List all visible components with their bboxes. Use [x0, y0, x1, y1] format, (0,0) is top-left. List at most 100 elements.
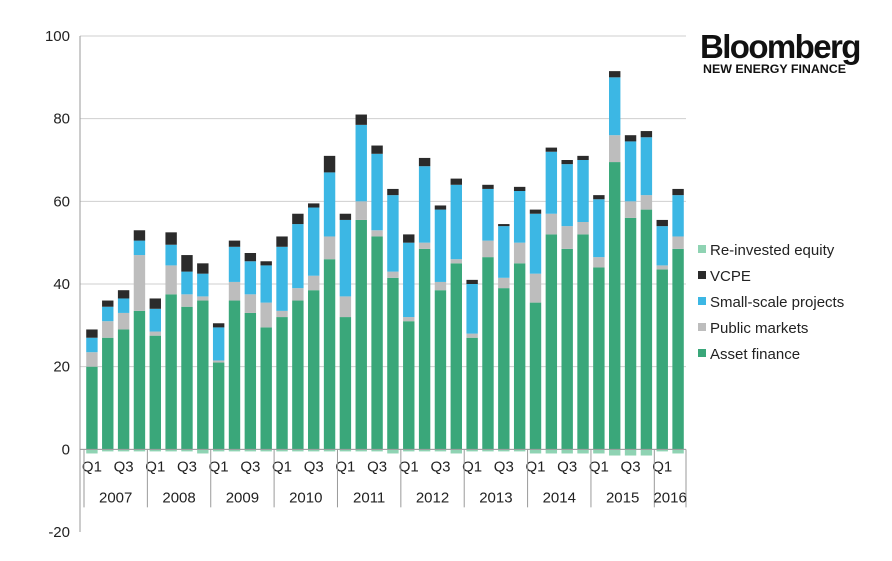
bar-segment — [561, 449, 573, 454]
bar-segment — [624, 217, 637, 450]
bar-segment — [86, 449, 98, 454]
bar-segment — [308, 275, 320, 291]
bar-segment — [117, 298, 130, 313]
bar-segment — [197, 300, 209, 450]
bar-segment — [102, 337, 114, 450]
bar-segment — [292, 224, 304, 289]
bar-segment — [165, 294, 177, 450]
bar-segment — [545, 449, 558, 454]
bar-segment — [86, 329, 98, 338]
x-quarter-label: Q3 — [177, 458, 197, 475]
bar-segment — [577, 234, 589, 450]
y-tick-label: 40 — [53, 276, 70, 293]
bar-segment — [513, 449, 526, 452]
bar-segment — [450, 184, 462, 260]
bar-segment — [181, 271, 193, 295]
y-tick-label: 80 — [53, 111, 70, 128]
bar-segment — [513, 263, 526, 450]
bar-segment — [355, 449, 367, 452]
bar-segment — [260, 261, 272, 266]
bar-segment — [371, 145, 383, 154]
bar-segment — [513, 191, 526, 243]
bar-segment — [228, 281, 241, 301]
bar-segment — [466, 284, 478, 334]
bar-segment — [656, 226, 668, 266]
bar-segment — [545, 151, 558, 214]
bar-segment — [165, 449, 177, 452]
bar-segment — [529, 209, 542, 214]
bar-segment — [640, 137, 653, 196]
legend-swatch — [698, 323, 706, 331]
bar-segment — [149, 331, 161, 336]
bar-segment — [181, 449, 193, 452]
bar-segment — [403, 449, 415, 452]
bar-segment — [387, 449, 399, 454]
bar-segment — [403, 321, 415, 450]
bar-segment — [672, 449, 684, 454]
bar-segment — [609, 77, 621, 136]
bar-segment — [434, 290, 447, 450]
bar-segment — [640, 131, 653, 138]
bar-segment — [450, 449, 462, 454]
bar-segment — [482, 188, 494, 241]
bar-segment — [482, 240, 494, 258]
bar-segment — [276, 310, 288, 318]
x-year-label: 2009 — [226, 489, 259, 506]
bar-segment — [593, 195, 605, 200]
bar-segment — [529, 213, 542, 274]
bar-segment — [545, 147, 558, 152]
bar-segment — [339, 317, 352, 450]
x-year-label: 2011 — [353, 489, 385, 506]
x-quarter-label: Q1 — [525, 458, 545, 475]
bar-segment — [466, 333, 478, 338]
bar-segment — [624, 449, 637, 456]
bar-segment — [228, 246, 241, 282]
x-quarter-label: Q3 — [621, 458, 641, 475]
x-year-label: 2015 — [606, 489, 639, 506]
bar-segment — [656, 269, 668, 450]
bar-segment — [513, 242, 526, 264]
x-quarter-label: Q1 — [335, 458, 355, 475]
bar-segment — [212, 323, 225, 328]
bar-segment — [165, 244, 177, 266]
bar-segment — [323, 172, 336, 237]
bar-segment — [418, 242, 431, 249]
bar-segment — [228, 240, 241, 247]
logo-subtitle: NEW ENERGY FINANCE — [703, 62, 846, 76]
bar-segment — [529, 273, 542, 303]
bar-segment — [181, 306, 193, 450]
bar-segment — [640, 195, 653, 210]
bar-segment — [387, 277, 399, 450]
bar-segment — [292, 288, 304, 301]
x-quarter-label: Q1 — [652, 458, 672, 475]
bar-segment — [482, 257, 494, 450]
bar-segment — [323, 155, 336, 173]
bar-segment — [577, 155, 589, 160]
x-year-label: 2016 — [653, 489, 686, 506]
bar-segment — [133, 240, 146, 256]
bar-segment — [260, 265, 272, 303]
bar-segment — [466, 337, 478, 450]
bar-segment — [323, 236, 336, 260]
bar-segment — [577, 449, 589, 454]
bar-segment — [434, 449, 447, 452]
bar-segment — [181, 255, 193, 272]
bar-segment — [656, 265, 668, 270]
legend-label: VCPE — [710, 268, 751, 285]
bar-segment — [593, 267, 605, 450]
bar-segment — [624, 141, 637, 202]
bar-segment — [418, 157, 431, 167]
bar-segment — [450, 178, 462, 185]
bar-segment — [133, 310, 146, 450]
x-quarter-label: Q3 — [304, 458, 324, 475]
x-year-label: 2008 — [162, 489, 195, 506]
bar-segment — [656, 449, 668, 452]
bar-segment — [276, 236, 288, 247]
bar-segment — [545, 234, 558, 450]
bar-segment — [212, 362, 225, 450]
logo-wordmark: Bloomberg — [700, 28, 861, 65]
bar-segment — [86, 366, 98, 450]
bar-segment — [609, 71, 621, 78]
bar-segment — [292, 300, 304, 450]
